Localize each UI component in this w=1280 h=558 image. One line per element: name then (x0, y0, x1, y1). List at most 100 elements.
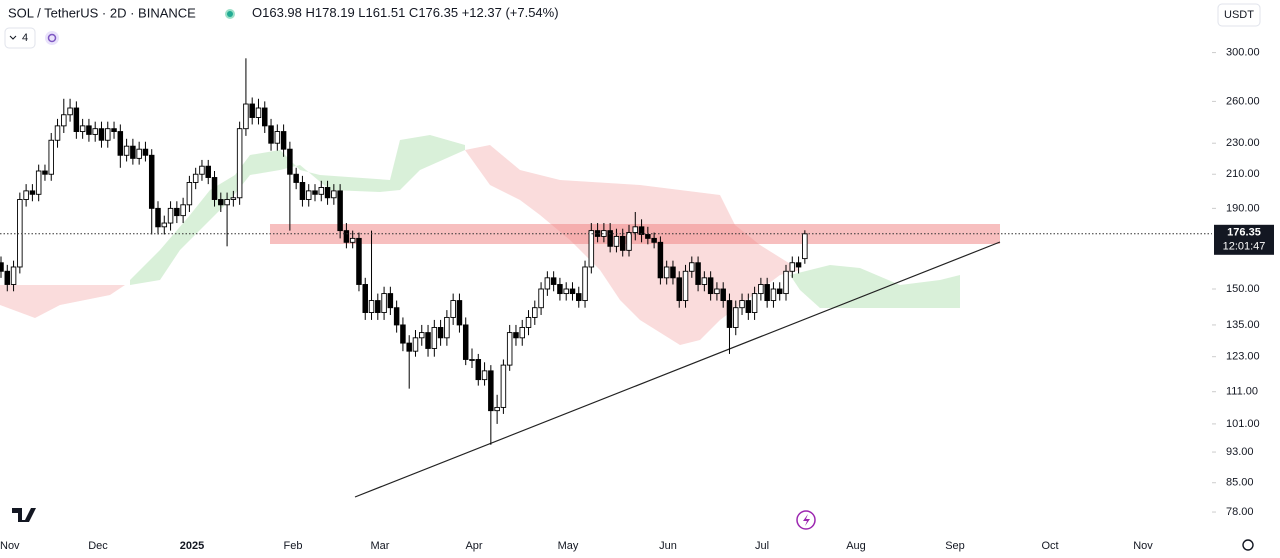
candle-body (337, 190, 343, 232)
candle-body (626, 232, 632, 251)
candle-body (73, 107, 80, 132)
candle-body (268, 125, 274, 144)
close: 176.35 (418, 5, 458, 20)
candle-body (148, 154, 155, 209)
candle-body (61, 114, 67, 127)
candle-body (180, 204, 186, 217)
y-tick-label: 210.00 (1226, 168, 1260, 180)
candle-body (751, 293, 758, 313)
last-price: 176.35 (1227, 227, 1261, 239)
candle-body (739, 300, 745, 309)
x-tick-label: Nov (1133, 540, 1153, 552)
chevron-icon (9, 35, 17, 40)
candle-body (689, 262, 695, 272)
x-tick-label: 2025 (180, 540, 204, 552)
candle-body (98, 128, 105, 141)
y-tick-label: 260.00 (1226, 95, 1260, 107)
x-tick-label: Jun (659, 540, 677, 552)
candle-body (714, 288, 720, 295)
candle-body (79, 125, 86, 132)
candle-body (776, 288, 783, 295)
prefix: O (252, 5, 262, 20)
logo (12, 508, 36, 522)
x-tick-label: Apr (465, 540, 482, 552)
candle-body (619, 235, 626, 251)
candle-body (356, 237, 362, 285)
candle-body (676, 277, 682, 302)
candle-body (174, 207, 180, 217)
y-axis: 300.00 260.00 230.00 210.00 190.00 150.00 135.… (1212, 46, 1260, 518)
x-tick-label: Jul (755, 540, 769, 552)
change: +12.37 (+7.54%) (462, 5, 559, 20)
y-tick-label: 78.00 (1226, 506, 1254, 518)
candle-body (368, 300, 375, 313)
candle-body (481, 370, 488, 381)
candle-body (550, 277, 557, 285)
candle-body (538, 288, 544, 309)
candle-body (343, 230, 350, 243)
candle-body (280, 131, 287, 150)
candle-body (42, 170, 48, 175)
prefix: L (358, 5, 365, 20)
x-tick-label: Dec (88, 540, 108, 552)
collapse-button[interactable] (4, 27, 36, 49)
candle-body (525, 316, 532, 328)
y-tick-label: 101.00 (1226, 418, 1260, 430)
settings-button[interactable] (1242, 539, 1254, 551)
candle-body (23, 190, 29, 200)
candle-body (764, 284, 770, 302)
prefix: C (409, 5, 418, 20)
candle-body (569, 288, 576, 295)
sync-icon (47, 33, 57, 43)
candle-body (695, 262, 701, 285)
candle-body (293, 173, 299, 183)
candle-body (205, 165, 211, 178)
candle-body (444, 316, 450, 339)
trend-line (354, 241, 1001, 498)
candle-body (262, 107, 268, 127)
candle-body (431, 327, 438, 349)
candle-body (111, 128, 117, 132)
candle-body (588, 230, 595, 268)
candle-body (224, 199, 230, 206)
candle-body (638, 226, 645, 235)
candle-body (312, 190, 318, 195)
candle-body (720, 288, 726, 302)
candle-body (192, 173, 199, 183)
candle-body (211, 177, 218, 200)
candle-body (500, 364, 507, 408)
candle-body (506, 332, 513, 366)
candle-body (513, 332, 519, 339)
x-tick-label: Oct (1041, 540, 1058, 552)
candle-body (362, 284, 368, 313)
candle-body (582, 266, 588, 302)
x-tick-label: May (558, 540, 579, 552)
y-tick-label: 93.00 (1226, 446, 1254, 458)
candle-body (425, 332, 431, 349)
candle-body (663, 266, 670, 279)
currency-button[interactable] (1217, 3, 1261, 27)
candle-body (255, 107, 262, 118)
cloud-red (0, 285, 125, 318)
candle-body (274, 131, 281, 144)
x-tick-label: Mar (371, 540, 390, 552)
x-tick-label: Aug (846, 540, 866, 552)
candle-body (707, 277, 714, 295)
candle-body (475, 359, 482, 381)
candle-body (167, 207, 174, 224)
cloud-green (790, 265, 960, 308)
candle-body (613, 235, 620, 247)
candle-body (0, 262, 4, 272)
sync-button[interactable] (45, 31, 59, 45)
candle-body (67, 107, 73, 116)
y-tick-label: 123.00 (1226, 351, 1260, 363)
candle-body (469, 359, 475, 361)
candle-body (745, 300, 752, 313)
candle-body (331, 190, 337, 199)
candle-body (155, 207, 161, 228)
candle-body (419, 332, 425, 339)
candle-body (607, 230, 613, 247)
x-tick-label: Feb (284, 540, 303, 552)
candle-body (733, 307, 739, 328)
